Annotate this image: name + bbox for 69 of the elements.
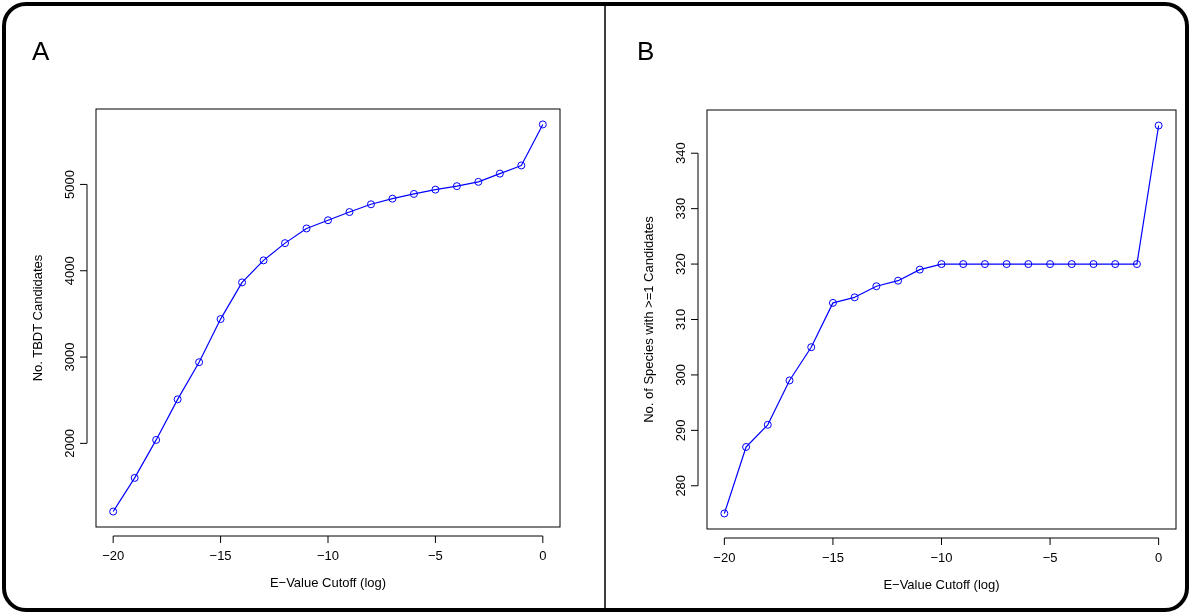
point [763,420,772,429]
point [302,224,311,233]
point [216,315,225,324]
y-tick-label: 280 [673,474,688,497]
x-tick-label: −5 [1042,550,1058,565]
point [894,276,903,285]
x-tick-label: −10 [316,548,340,563]
point [281,239,290,248]
point [807,343,816,352]
point [785,376,794,385]
point [1024,260,1033,269]
chart-title: B [637,36,655,66]
x-tick-label: −15 [209,548,232,563]
point [1002,260,1011,269]
x-tick-label: −15 [821,550,844,565]
point [366,200,375,209]
point [130,473,139,482]
y-tick-label: 2000 [62,428,77,458]
point [915,265,924,274]
chart-title: A [32,36,50,66]
point [173,395,182,404]
point [195,358,204,367]
x-axis-title: E−Value Cutoff (log) [269,575,387,590]
y-tick-label: 290 [673,419,688,442]
point [850,293,859,302]
point [1067,260,1076,269]
point [1046,260,1055,269]
x-tick-label: −5 [427,548,443,563]
point [345,208,354,217]
point [388,194,397,203]
point [431,185,440,194]
y-tick-label: 340 [673,142,688,165]
y-tick-label: 310 [673,308,688,331]
y-axis-title: No. of Species with >=1 Candidates [641,215,656,423]
y-tick-label: 300 [673,364,688,386]
point [238,278,247,287]
x-tick-label: −20 [102,548,125,563]
point [538,120,547,129]
point [720,509,729,518]
x-tick-label: 0 [1155,550,1163,565]
point [109,507,118,516]
point [828,298,837,307]
x-tick-label: −20 [713,550,736,565]
x-axis-title: E−Value Cutoff (log) [883,577,1000,592]
y-tick-label: 5000 [62,169,77,199]
point [1154,121,1163,130]
point [495,169,504,178]
x-tick-label: 0 [539,548,547,563]
y-tick-label: 330 [673,197,688,220]
point [937,260,946,269]
point [980,260,989,269]
point [872,282,881,291]
point [474,177,483,186]
point [742,442,751,451]
x-tick-label: −10 [930,550,953,565]
point [152,435,161,444]
point [452,182,461,191]
point [1111,260,1120,269]
y-tick-label: 3000 [62,342,77,372]
point [259,256,268,265]
y-axis-title: No. TBDT Candidates [30,254,45,382]
point [324,216,332,225]
y-tick-label: 4000 [62,256,77,286]
point [517,161,526,170]
point [1089,260,1098,269]
point [959,260,968,269]
point [1132,260,1141,269]
y-tick-label: 320 [673,253,688,275]
point [409,189,418,198]
